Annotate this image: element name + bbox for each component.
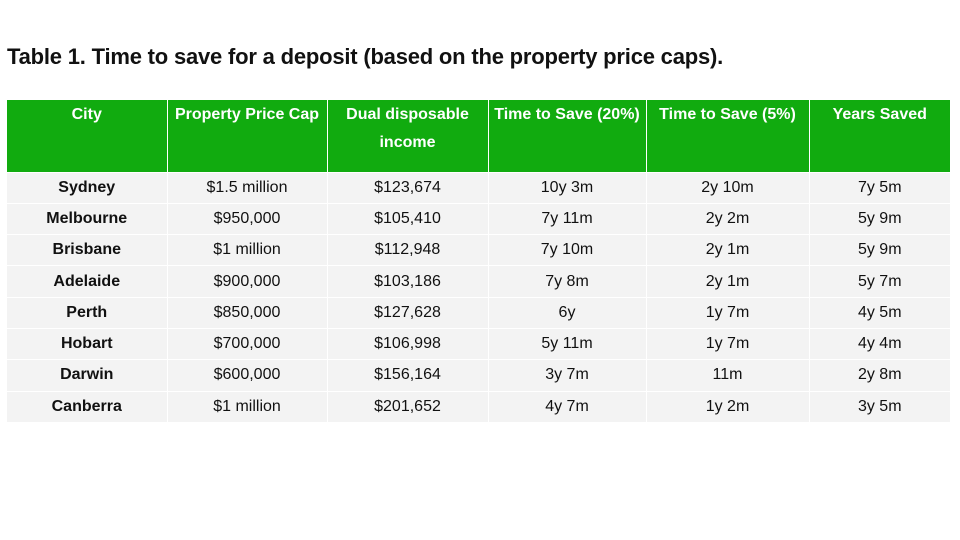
cell-income: $106,998: [326, 327, 488, 360]
table-row: Hobart $700,000 $106,998 5y 11m 1y 7m 4y…: [7, 327, 950, 360]
table-row: Adelaide $900,000 $103,186 7y 8m 2y 1m 5…: [7, 265, 950, 298]
table-row: Melbourne $950,000 $105,410 7y 11m 2y 2m…: [7, 202, 950, 235]
cell-time-5: 11m: [645, 359, 809, 392]
table-header: City Property Price Cap Dual disposable …: [7, 100, 950, 172]
cell-years-saved: 4y 4m: [808, 327, 950, 360]
table-body: Sydney $1.5 million $123,674 10y 3m 2y 1…: [7, 171, 950, 423]
table-row: Perth $850,000 $127,628 6y 1y 7m 4y 5m: [7, 296, 950, 329]
table-caption: Table 1. Time to save for a deposit (bas…: [7, 44, 724, 69]
cell-price-cap: $600,000: [166, 359, 327, 392]
cell-time-5: 2y 1m: [645, 234, 809, 266]
cell-years-saved: 4y 5m: [808, 296, 950, 329]
cell-years-saved: 7y 5m: [808, 171, 950, 204]
cell-price-cap: $950,000: [166, 202, 327, 235]
header-row: City Property Price Cap Dual disposable …: [7, 100, 950, 172]
cell-years-saved: 3y 5m: [808, 390, 950, 423]
cell-city: Sydney: [7, 171, 167, 204]
header-time-to-save-20: Time to Save (20%): [487, 100, 646, 172]
header-years-saved: Years Saved: [808, 100, 950, 172]
cell-city: Adelaide: [7, 265, 167, 298]
cell-time-20: 10y 3m: [487, 171, 646, 204]
cell-income: $105,410: [326, 202, 488, 235]
cell-time-5: 1y 7m: [645, 296, 809, 329]
cell-years-saved: 5y 9m: [808, 202, 950, 235]
cell-city: Canberra: [7, 390, 167, 423]
cell-price-cap: $900,000: [166, 265, 327, 298]
cell-years-saved: 5y 9m: [808, 234, 950, 266]
cell-income: $156,164: [326, 359, 488, 392]
cell-time-5: 2y 1m: [645, 265, 809, 298]
table-row: Brisbane $1 million $112,948 7y 10m 2y 1…: [7, 234, 950, 266]
cell-time-20: 7y 11m: [487, 202, 646, 235]
cell-city: Melbourne: [7, 202, 167, 235]
cell-time-20: 7y 8m: [487, 265, 646, 298]
header-city: City: [7, 100, 167, 172]
cell-city: Hobart: [7, 327, 167, 360]
cell-income: $112,948: [326, 234, 488, 266]
cell-time-20: 3y 7m: [487, 359, 646, 392]
cell-time-5: 2y 10m: [645, 171, 809, 204]
cell-price-cap: $1.5 million: [166, 171, 327, 204]
cell-price-cap: $1 million: [166, 234, 327, 266]
cell-time-20: 5y 11m: [487, 327, 646, 360]
table-row: Sydney $1.5 million $123,674 10y 3m 2y 1…: [7, 171, 950, 204]
table-row: Darwin $600,000 $156,164 3y 7m 11m 2y 8m: [7, 359, 950, 392]
cell-time-5: 2y 2m: [645, 202, 809, 235]
header-time-to-save-5: Time to Save (5%): [645, 100, 809, 172]
header-property-price-cap: Property Price Cap: [166, 100, 327, 172]
cell-income: $201,652: [326, 390, 488, 423]
table-row: Canberra $1 million $201,652 4y 7m 1y 2m…: [7, 390, 950, 423]
header-dual-disposable-income: Dual disposable income: [326, 100, 488, 172]
cell-price-cap: $1 million: [166, 390, 327, 423]
cell-income: $103,186: [326, 265, 488, 298]
cell-time-5: 1y 7m: [645, 327, 809, 360]
deposit-time-table: City Property Price Cap Dual disposable …: [7, 100, 950, 423]
cell-city: Brisbane: [7, 234, 167, 266]
cell-years-saved: 5y 7m: [808, 265, 950, 298]
cell-price-cap: $850,000: [166, 296, 327, 329]
cell-time-20: 4y 7m: [487, 390, 646, 423]
cell-city: Darwin: [7, 359, 167, 392]
cell-income: $127,628: [326, 296, 488, 329]
cell-income: $123,674: [326, 171, 488, 204]
cell-time-5: 1y 2m: [645, 390, 809, 423]
cell-price-cap: $700,000: [166, 327, 327, 360]
cell-time-20: 6y: [487, 296, 646, 329]
cell-city: Perth: [7, 296, 167, 329]
cell-time-20: 7y 10m: [487, 234, 646, 266]
cell-years-saved: 2y 8m: [808, 359, 950, 392]
